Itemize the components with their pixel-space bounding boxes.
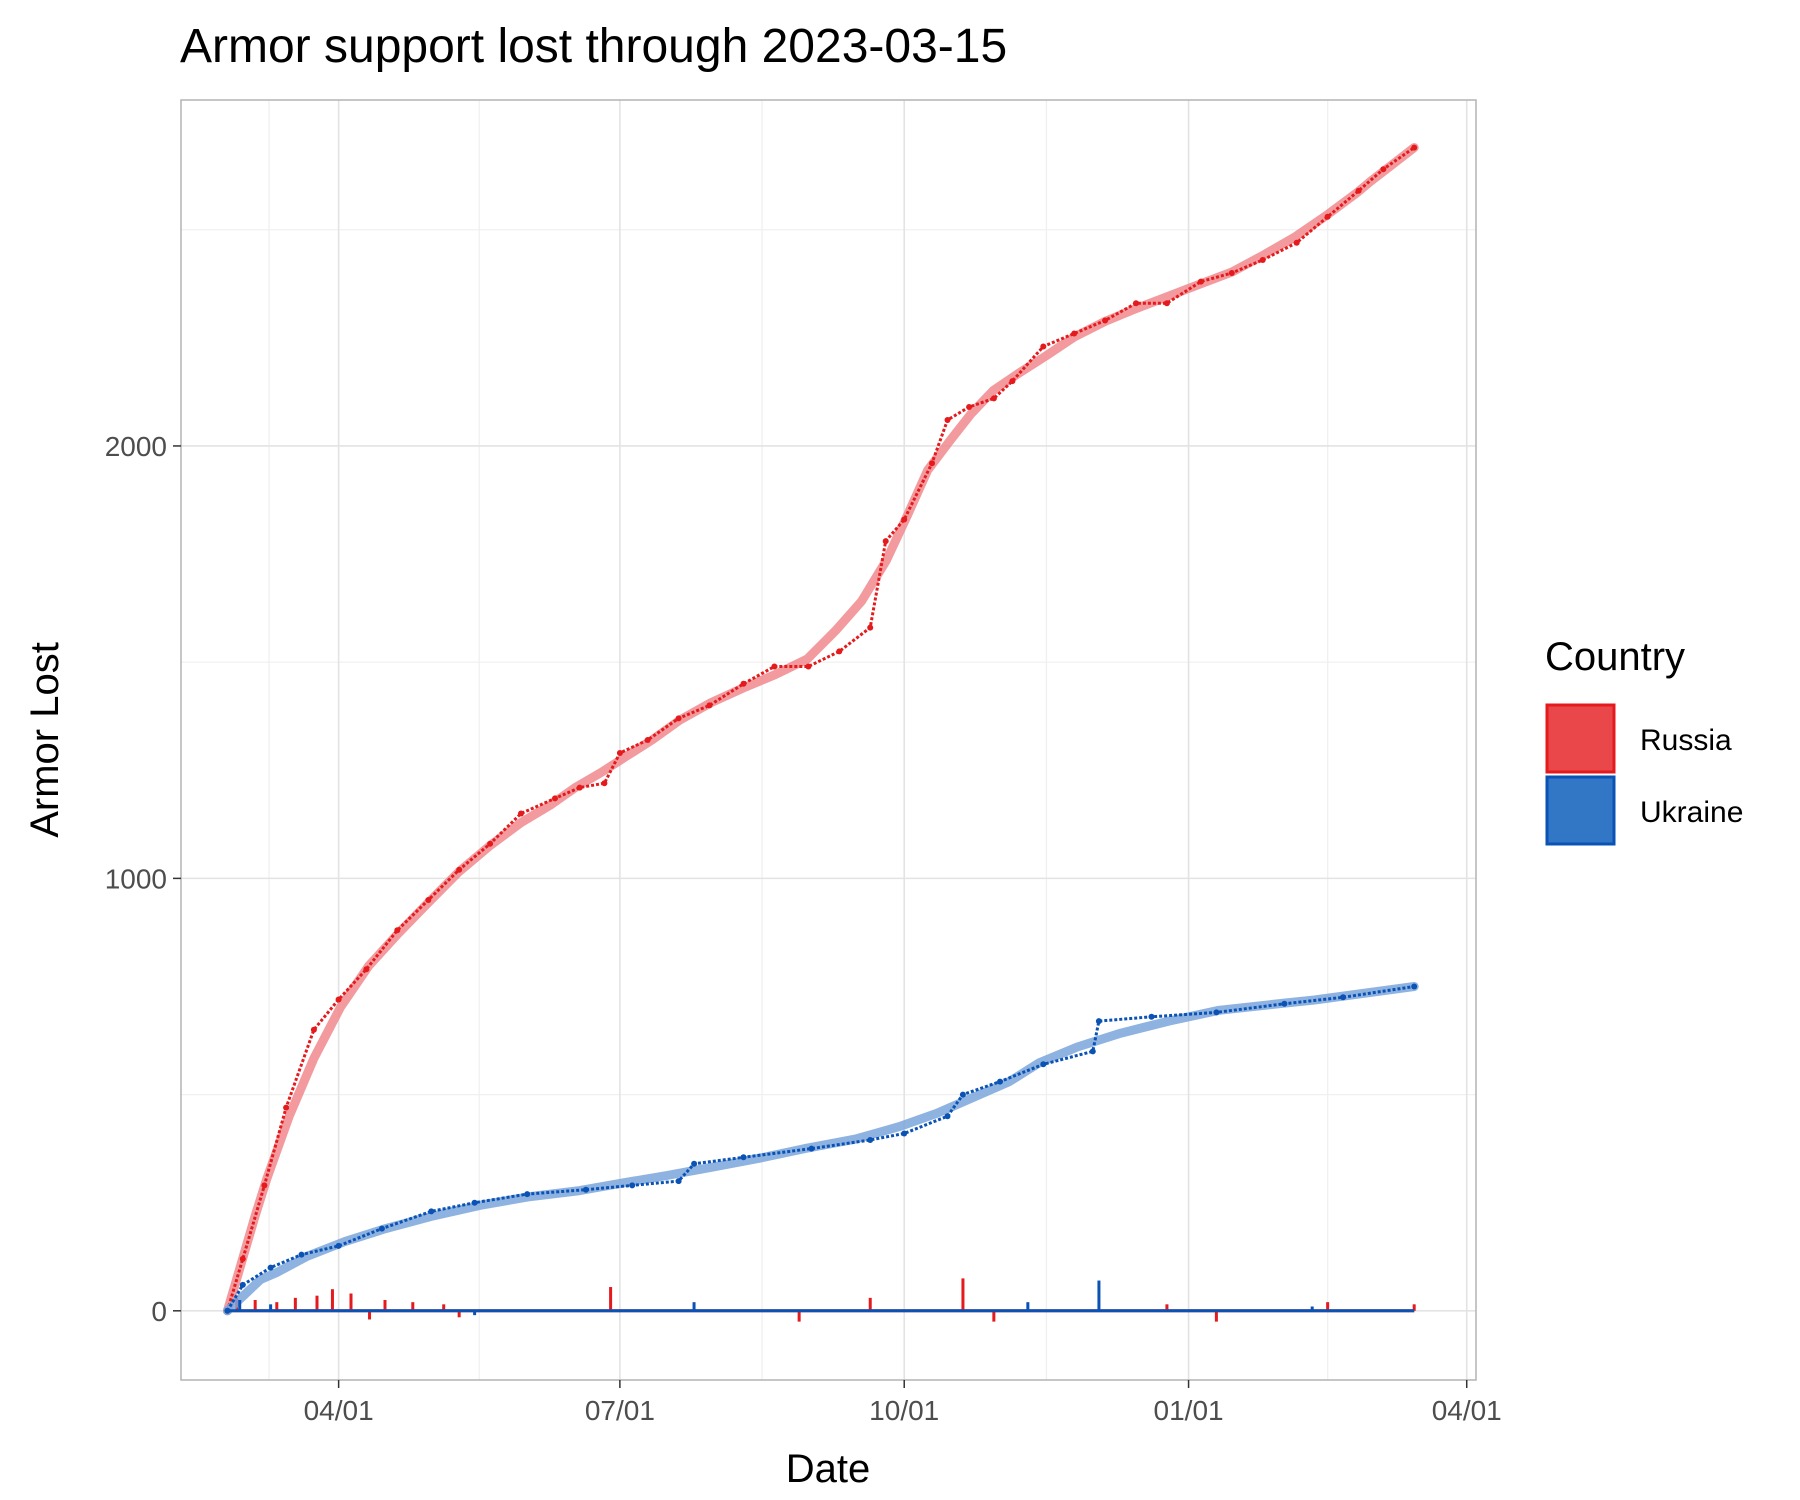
data-point <box>601 780 608 787</box>
data-point <box>882 538 889 545</box>
data-point <box>552 795 558 802</box>
data-point <box>456 866 463 873</box>
x-tick-label: 01/01 <box>1154 1395 1224 1426</box>
data-point <box>239 1281 246 1288</box>
cumulative-line-russia <box>225 146 1416 1312</box>
data-point <box>644 737 651 743</box>
legend-label-ukraine: Ukraine <box>1640 796 1743 829</box>
data-point <box>944 417 951 423</box>
legend-key-russia <box>1545 703 1616 774</box>
data-point <box>675 1178 682 1185</box>
data-point <box>267 1264 274 1271</box>
data-point <box>1228 270 1235 276</box>
data-point <box>867 624 874 631</box>
data-point <box>1071 330 1078 337</box>
data-point <box>1293 239 1300 246</box>
legend-label-russia: Russia <box>1640 724 1732 757</box>
data-point <box>363 966 370 973</box>
legend-title: Country <box>1545 635 1685 679</box>
data-point <box>901 1130 908 1137</box>
y-tick-label: 0 <box>151 1296 167 1327</box>
grid-minor <box>181 100 1476 1380</box>
y-tick-label: 2000 <box>105 431 167 462</box>
data-point <box>706 702 713 709</box>
y-tick-label: 1000 <box>105 863 167 894</box>
x-axis-title: Date <box>786 1447 871 1491</box>
data-point <box>1133 300 1139 307</box>
data-point <box>1009 378 1016 385</box>
x-tick-label: 10/01 <box>869 1395 939 1426</box>
x-tick-label: 04/01 <box>304 1395 374 1426</box>
data-point <box>582 1186 589 1193</box>
data-point <box>335 1242 342 1249</box>
data-point <box>616 750 623 756</box>
data-point <box>691 1160 698 1167</box>
data-point <box>1281 1000 1288 1007</box>
data-point <box>629 1182 636 1189</box>
data-point <box>1040 1061 1047 1068</box>
data-point <box>1040 343 1047 350</box>
data-point <box>740 680 747 687</box>
data-point <box>1095 1018 1102 1025</box>
data-point <box>929 460 935 467</box>
data-point <box>1340 994 1347 1001</box>
data-point <box>239 1255 246 1262</box>
data-point <box>966 404 973 410</box>
data-point <box>740 1154 747 1161</box>
data-point <box>261 1182 268 1189</box>
cumulative-line-ukraine <box>226 985 1415 1312</box>
data-point <box>901 516 908 523</box>
legend-key-ukraine <box>1545 775 1616 846</box>
data-point <box>771 663 778 670</box>
data-point <box>997 1078 1003 1085</box>
plot-border <box>180 99 1477 1381</box>
data-point <box>675 715 682 722</box>
data-point <box>805 663 812 670</box>
x-tick-label: 07/01 <box>585 1395 655 1426</box>
chart-title: Armor support lost through 2023-03-15 <box>180 20 1007 73</box>
series-ukraine <box>222 982 1419 1316</box>
data-point <box>310 1026 317 1033</box>
data-point <box>1355 187 1362 194</box>
y-axis-title: Armor Lost <box>23 642 67 838</box>
data-point <box>1213 1009 1220 1016</box>
data-point <box>394 927 401 934</box>
data-point <box>1259 257 1266 263</box>
data-point <box>378 1225 385 1232</box>
plot-panel <box>181 100 1476 1380</box>
trend-line-ukraine <box>222 982 1419 1316</box>
data-point <box>944 1113 951 1120</box>
x-axis: 04/01 07/01 10/01 01/01 04/01 <box>304 1380 1502 1426</box>
data-point <box>1324 213 1331 220</box>
data-point <box>283 1104 290 1111</box>
data-point <box>836 648 843 655</box>
data-point <box>471 1199 478 1206</box>
legend: Country Russia Ukraine <box>1545 635 1743 846</box>
series-layer <box>222 143 1419 1322</box>
data-point <box>808 1145 815 1152</box>
data-point <box>867 1137 874 1143</box>
data-point <box>1148 1013 1155 1020</box>
data-point <box>425 897 432 903</box>
data-point <box>298 1251 305 1258</box>
x-tick-label: 04/01 <box>1432 1395 1502 1426</box>
data-point <box>524 1191 531 1198</box>
data-point <box>335 996 342 1003</box>
data-point <box>1411 144 1418 151</box>
data-point <box>487 840 494 847</box>
data-point <box>959 1091 966 1098</box>
data-point <box>518 810 524 817</box>
data-point <box>1102 317 1109 324</box>
data-point <box>990 395 997 402</box>
data-point <box>1089 1048 1096 1055</box>
data-point <box>1163 300 1170 307</box>
data-point <box>1380 166 1387 173</box>
data-point <box>576 784 583 791</box>
y-axis: 0 1000 2000 <box>105 431 181 1327</box>
data-point <box>1411 983 1418 990</box>
data-point <box>1197 278 1204 285</box>
data-point <box>428 1208 435 1215</box>
